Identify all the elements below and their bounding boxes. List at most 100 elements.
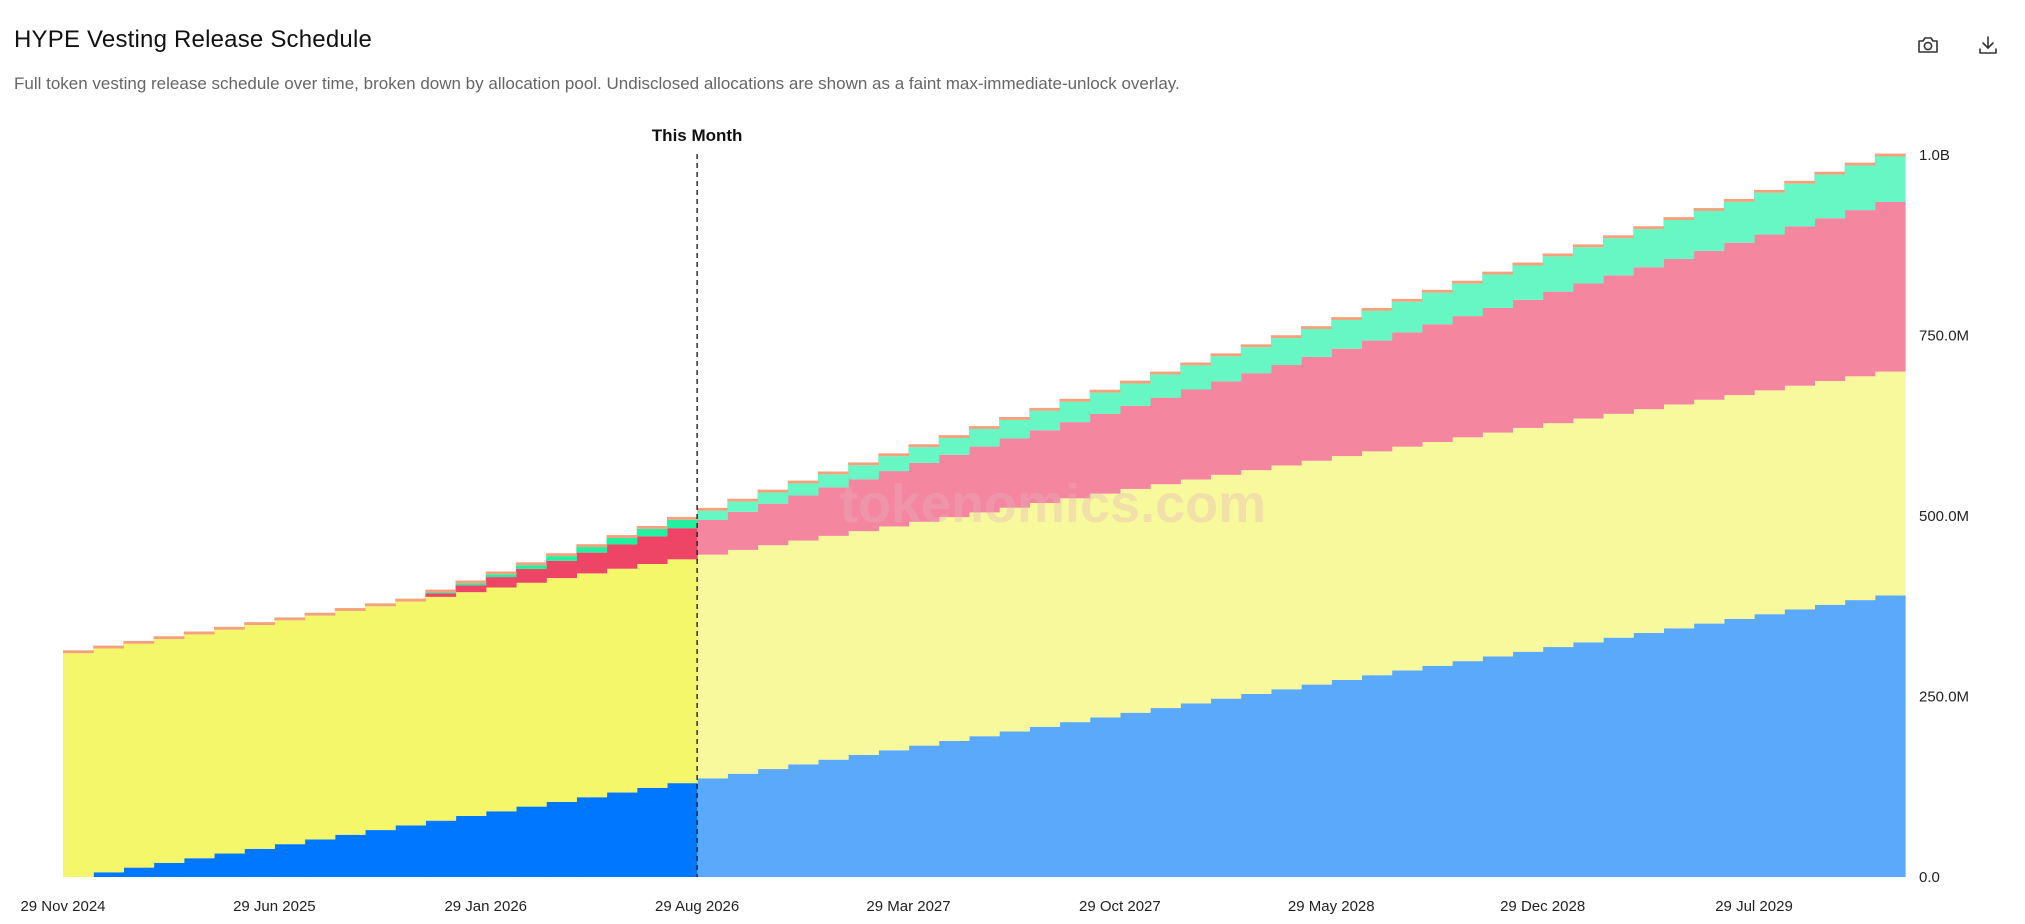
screenshot-button[interactable] [1911, 28, 1945, 62]
area-step-s0-m51 [1603, 637, 1634, 877]
area-step-s0-m11 [395, 825, 426, 877]
area-step-s2-m33 [1059, 422, 1091, 499]
area-step-s0-m40 [1270, 689, 1302, 877]
area-step-s4-m54 [1693, 208, 1725, 211]
watermark-text: tokenomics.com [840, 474, 1266, 534]
area-step-s3-m36 [1150, 374, 1181, 398]
area-step-s4-m41 [1301, 326, 1332, 330]
area-step-s4-m51 [1603, 235, 1634, 239]
area-step-s1-m41 [1301, 460, 1332, 685]
area-step-s2-m22 [727, 511, 759, 550]
area-step-s2-m46 [1452, 316, 1483, 438]
area-step-s2-m59 [1844, 210, 1876, 377]
area-step-s1-m60 [1874, 371, 1906, 596]
area-step-s3-m52 [1633, 229, 1665, 268]
area-step-s4-m3 [153, 636, 185, 640]
area-step-s0-m38 [1210, 698, 1242, 877]
area-step-s4-m28 [908, 444, 940, 448]
area-step-s2-m26 [848, 479, 879, 532]
area-step-s2-m45 [1421, 324, 1453, 442]
this-month-marker: This Month [652, 126, 742, 877]
area-step-s3-m43 [1361, 310, 1393, 341]
area-step-s1-m19 [636, 564, 668, 788]
area-step-s4-m14 [485, 571, 517, 575]
area-step-s4-m12 [425, 589, 457, 593]
area-step-s0-m37 [1180, 703, 1212, 877]
area-step-s0-m39 [1240, 693, 1272, 877]
y-tick-label: 250.0M [1919, 689, 1969, 706]
area-step-s0-m56 [1754, 614, 1785, 877]
area-step-s0-m27 [878, 750, 910, 877]
area-step-s4-m5 [213, 626, 245, 630]
area-step-s1-m53 [1663, 404, 1695, 629]
area-step-s2-m40 [1270, 365, 1302, 466]
area-step-s0-m28 [908, 745, 940, 877]
area-step-s0-m3 [153, 862, 185, 877]
area-step-s0-m41 [1301, 684, 1332, 877]
area-step-s2-m54 [1693, 250, 1725, 400]
area-step-s2-m30 [968, 446, 1000, 513]
area-step-s3-m17 [576, 547, 608, 553]
y-tick-label: 1.0B [1919, 147, 1950, 164]
area-step-s4-m55 [1723, 198, 1755, 202]
x-tick-label: 29 Mar 2027 [866, 898, 950, 915]
area-step-s0-m60 [1874, 595, 1906, 877]
area-step-s1-m40 [1270, 465, 1302, 690]
area-step-s2-m60 [1874, 201, 1906, 372]
area-step-s1-m31 [999, 507, 1030, 732]
area-step-s0-m7 [274, 844, 306, 877]
area-step-s4-m7 [274, 617, 306, 621]
y-tick-label: 750.0M [1919, 328, 1969, 345]
area-step-s3-m21 [697, 510, 728, 520]
area-step-s4-m47 [1482, 271, 1514, 275]
area-step-s0-m29 [938, 740, 970, 877]
area-step-s1-m8 [304, 615, 336, 840]
area-step-s2-m24 [787, 495, 819, 541]
area-step-s3-m25 [817, 474, 849, 488]
area-step-s4-m24 [787, 480, 819, 484]
area-step-s0-m58 [1814, 604, 1846, 877]
area-step-s2-m55 [1723, 242, 1755, 396]
area-step-s4-m8 [304, 612, 336, 616]
area-step-s4-m37 [1180, 362, 1212, 366]
area-step-s0-m26 [848, 754, 879, 877]
download-icon [1979, 36, 1997, 54]
area-step-s0-m57 [1784, 609, 1816, 877]
area-step-s3-m57 [1784, 183, 1816, 227]
area-step-s3-m31 [999, 419, 1030, 439]
area-step-s2-m12 [425, 593, 457, 597]
area-step-s3-m56 [1754, 192, 1785, 235]
area-step-s2-m37 [1180, 389, 1212, 480]
area-step-s4-m0 [63, 650, 94, 654]
area-step-s0-m43 [1361, 675, 1393, 877]
area-step-s4-m16 [546, 553, 577, 557]
area-step-s4-m19 [636, 526, 668, 529]
area-step-s4-m22 [727, 498, 759, 502]
area-step-s0-m31 [999, 731, 1030, 877]
area-step-s3-m22 [727, 501, 759, 512]
area-step-s2-m14 [485, 577, 517, 588]
area-step-s1-m54 [1693, 399, 1725, 624]
area-step-s3-m24 [787, 483, 819, 496]
area-step-s1-m12 [425, 596, 457, 821]
area-step-s3-m20 [666, 519, 698, 529]
area-step-s1-m58 [1814, 380, 1846, 605]
area-step-s3-m33 [1059, 401, 1091, 423]
area-step-s1-m18 [606, 568, 638, 793]
area-step-s0-m32 [1029, 726, 1061, 877]
area-step-s4-m32 [1029, 407, 1061, 411]
download-button[interactable] [1971, 28, 2005, 62]
area-step-s3-m51 [1603, 238, 1634, 276]
area-step-s2-m36 [1150, 397, 1181, 485]
area-step-s1-m59 [1844, 376, 1876, 601]
area-step-s3-m14 [485, 574, 517, 578]
area-step-s0-m15 [515, 806, 547, 877]
x-tick-label: 29 Jun 2025 [233, 898, 316, 915]
area-step-s3-m32 [1029, 410, 1061, 431]
area-step-s0-m18 [606, 792, 638, 877]
area-step-s3-m50 [1572, 247, 1604, 284]
area-step-s2-m41 [1301, 356, 1332, 461]
area-step-s0-m33 [1059, 722, 1091, 877]
area-step-s2-m13 [455, 585, 487, 593]
x-tick-label: 29 Jul 2029 [1715, 898, 1793, 915]
